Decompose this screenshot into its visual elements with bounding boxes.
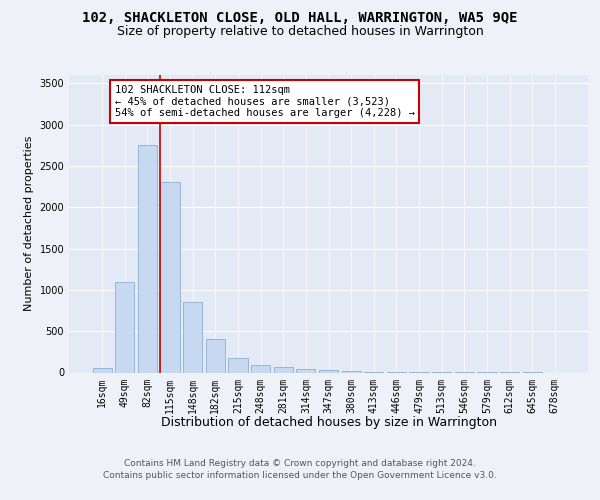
- Y-axis label: Number of detached properties: Number of detached properties: [24, 136, 34, 312]
- Text: Contains public sector information licensed under the Open Government Licence v3: Contains public sector information licen…: [103, 472, 497, 480]
- Bar: [319, 370, 338, 372]
- Bar: [115, 282, 134, 372]
- Bar: [274, 367, 293, 372]
- Bar: [92, 368, 112, 372]
- Text: Distribution of detached houses by size in Warrington: Distribution of detached houses by size …: [161, 416, 497, 429]
- Bar: [296, 369, 316, 372]
- Bar: [341, 371, 361, 372]
- Text: 102 SHACKLETON CLOSE: 112sqm
← 45% of detached houses are smaller (3,523)
54% of: 102 SHACKLETON CLOSE: 112sqm ← 45% of de…: [115, 85, 415, 118]
- Text: 102, SHACKLETON CLOSE, OLD HALL, WARRINGTON, WA5 9QE: 102, SHACKLETON CLOSE, OLD HALL, WARRING…: [82, 10, 518, 24]
- Bar: [251, 364, 270, 372]
- Bar: [183, 302, 202, 372]
- Bar: [229, 358, 248, 372]
- Bar: [206, 340, 225, 372]
- Text: Contains HM Land Registry data © Crown copyright and database right 2024.: Contains HM Land Registry data © Crown c…: [124, 460, 476, 468]
- Bar: [138, 145, 157, 372]
- Bar: [160, 182, 180, 372]
- Text: Size of property relative to detached houses in Warrington: Size of property relative to detached ho…: [116, 24, 484, 38]
